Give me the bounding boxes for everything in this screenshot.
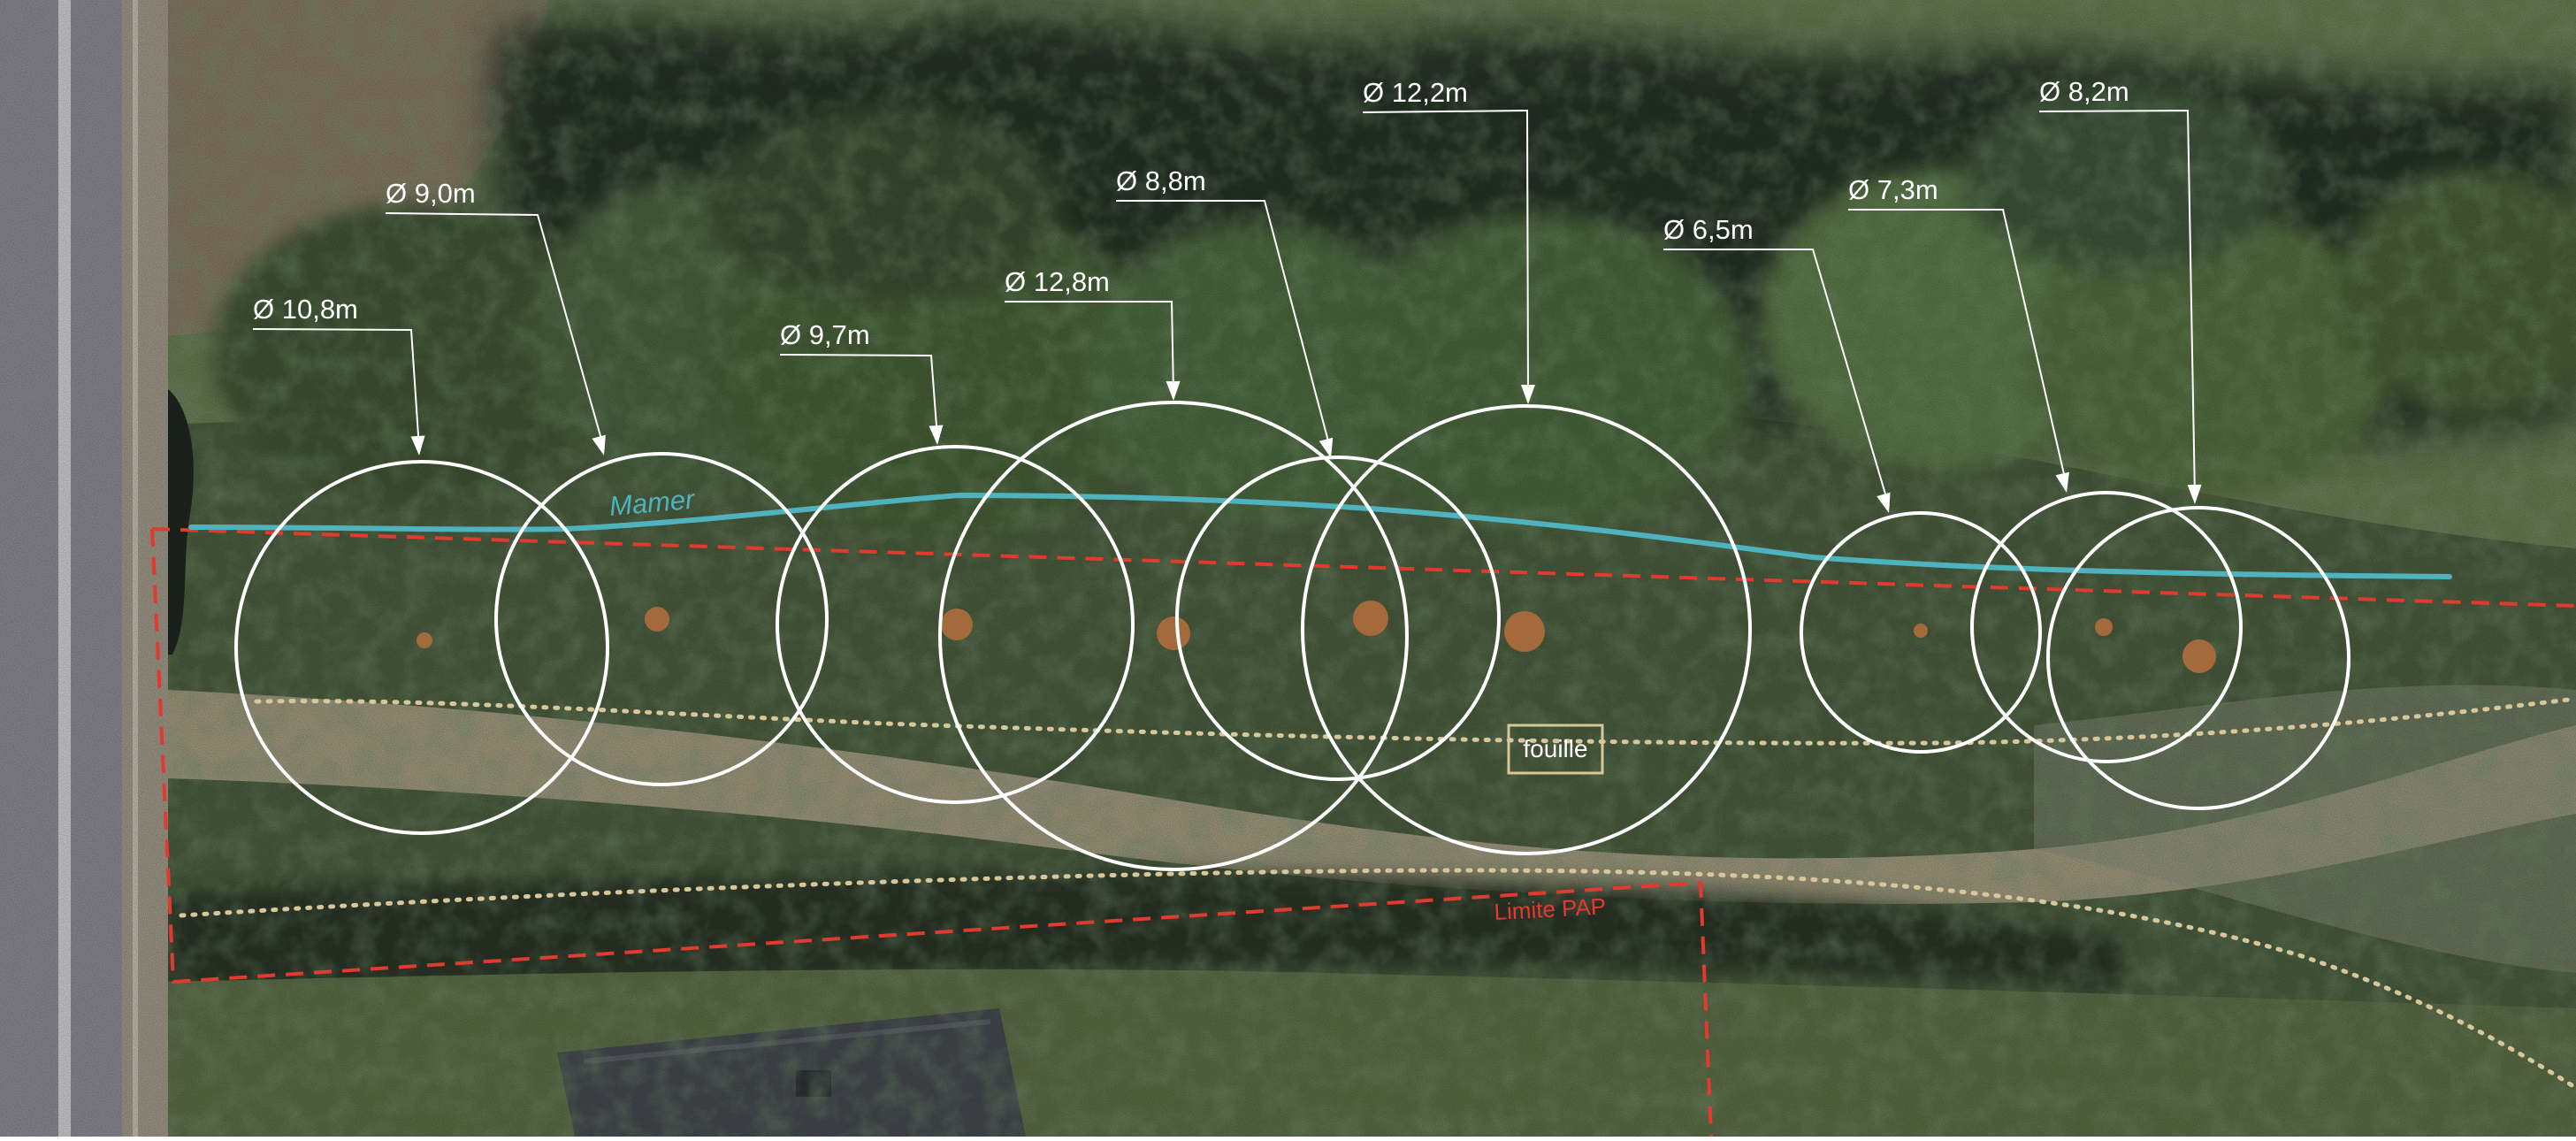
pap-boundary — [150, 527, 2576, 1137]
tree-canopy-circle — [1175, 456, 1501, 781]
tree-trunk-marker — [645, 607, 669, 632]
arrowhead-icon — [592, 434, 606, 456]
tree-leader-line — [1116, 200, 1332, 452]
river-label: Mamer — [608, 484, 698, 522]
tree-trunk-marker — [417, 632, 432, 648]
tree-leader-line — [1362, 109, 1529, 398]
tree-diameter-label: Ø 10,8m — [253, 294, 358, 325]
tree-diameter-label: Ø 8,8m — [1116, 165, 1206, 196]
arrowhead-icon — [1877, 492, 1891, 513]
tree-3: Ø 9,7m — [776, 319, 1135, 804]
trees-layer: Ø 10,8m Ø 9,0m Ø 9,7m Ø 12,8m Ø 8,8m Ø 12,2m Ø… — [234, 76, 2351, 871]
tree-4: Ø 12,8m — [938, 266, 1409, 871]
tree-trunk-marker — [2182, 639, 2216, 673]
tree-8: Ø 7,3m — [1848, 174, 2243, 763]
excavation-label: fouille — [1523, 735, 1587, 762]
tree-canopy-circle — [2046, 506, 2351, 810]
tree-diameter-label: Ø 12,2m — [1363, 77, 1468, 108]
tree-canopy-circle — [1800, 511, 2042, 754]
tree-canopy-circle — [234, 460, 609, 835]
tree-canopy-circle — [1301, 404, 1752, 855]
tree-leader-line — [1848, 209, 2068, 486]
tree-leader-line — [385, 212, 605, 449]
pap-boundary-label: Limite PAP — [1494, 892, 1607, 925]
tree-1: Ø 10,8m — [234, 294, 609, 835]
arrowhead-icon — [410, 435, 425, 456]
tree-leader-line — [2038, 109, 2196, 498]
tree-6: Ø 12,2m — [1301, 77, 1752, 855]
arrowhead-icon — [2187, 484, 2202, 504]
tree-leader-line — [1663, 249, 1890, 507]
tree-canopy-circle — [494, 452, 829, 786]
river-mamer: Mamer — [188, 484, 2452, 579]
excavation-label-box: fouille — [1507, 724, 1604, 775]
tree-5: Ø 8,8m — [1116, 165, 1501, 781]
tree-canopy-circle — [776, 445, 1135, 804]
tree-diameter-label: Ø 6,5m — [1663, 214, 1754, 245]
tree-diameter-label: Ø 7,3m — [1848, 174, 1938, 205]
tree-trunk-marker — [2095, 618, 2113, 636]
tree-diameter-label: Ø 8,2m — [2039, 76, 2129, 107]
tree-9: Ø 8,2m — [2038, 76, 2351, 810]
tree-canopy-circle — [938, 401, 1409, 871]
excavation-line — [179, 696, 2576, 1091]
arrowhead-icon — [2055, 471, 2069, 493]
tree-diameter-label: Ø 12,8m — [1005, 266, 1110, 297]
tree-leader-line — [252, 328, 420, 449]
tree-trunk-marker — [1353, 601, 1388, 636]
arrowhead-icon — [929, 425, 944, 445]
arrowhead-icon — [1319, 437, 1334, 458]
tree-trunk-marker — [1914, 624, 1928, 638]
tree-2: Ø 9,0m — [385, 178, 829, 786]
tree-canopy-circle — [1970, 491, 2243, 763]
tree-leader-line — [1005, 301, 1174, 394]
tree-diameter-label: Ø 9,7m — [780, 319, 870, 350]
tree-diameter-label: Ø 9,0m — [386, 178, 476, 209]
tree-leader-line — [779, 354, 938, 439]
tree-trunk-marker — [1504, 611, 1545, 652]
arrowhead-icon — [1166, 380, 1181, 401]
tree-trunk-marker — [941, 609, 973, 640]
tree-trunk-marker — [1157, 616, 1190, 650]
arrowhead-icon — [1520, 384, 1535, 404]
tree-7: Ø 6,5m — [1663, 214, 2042, 754]
